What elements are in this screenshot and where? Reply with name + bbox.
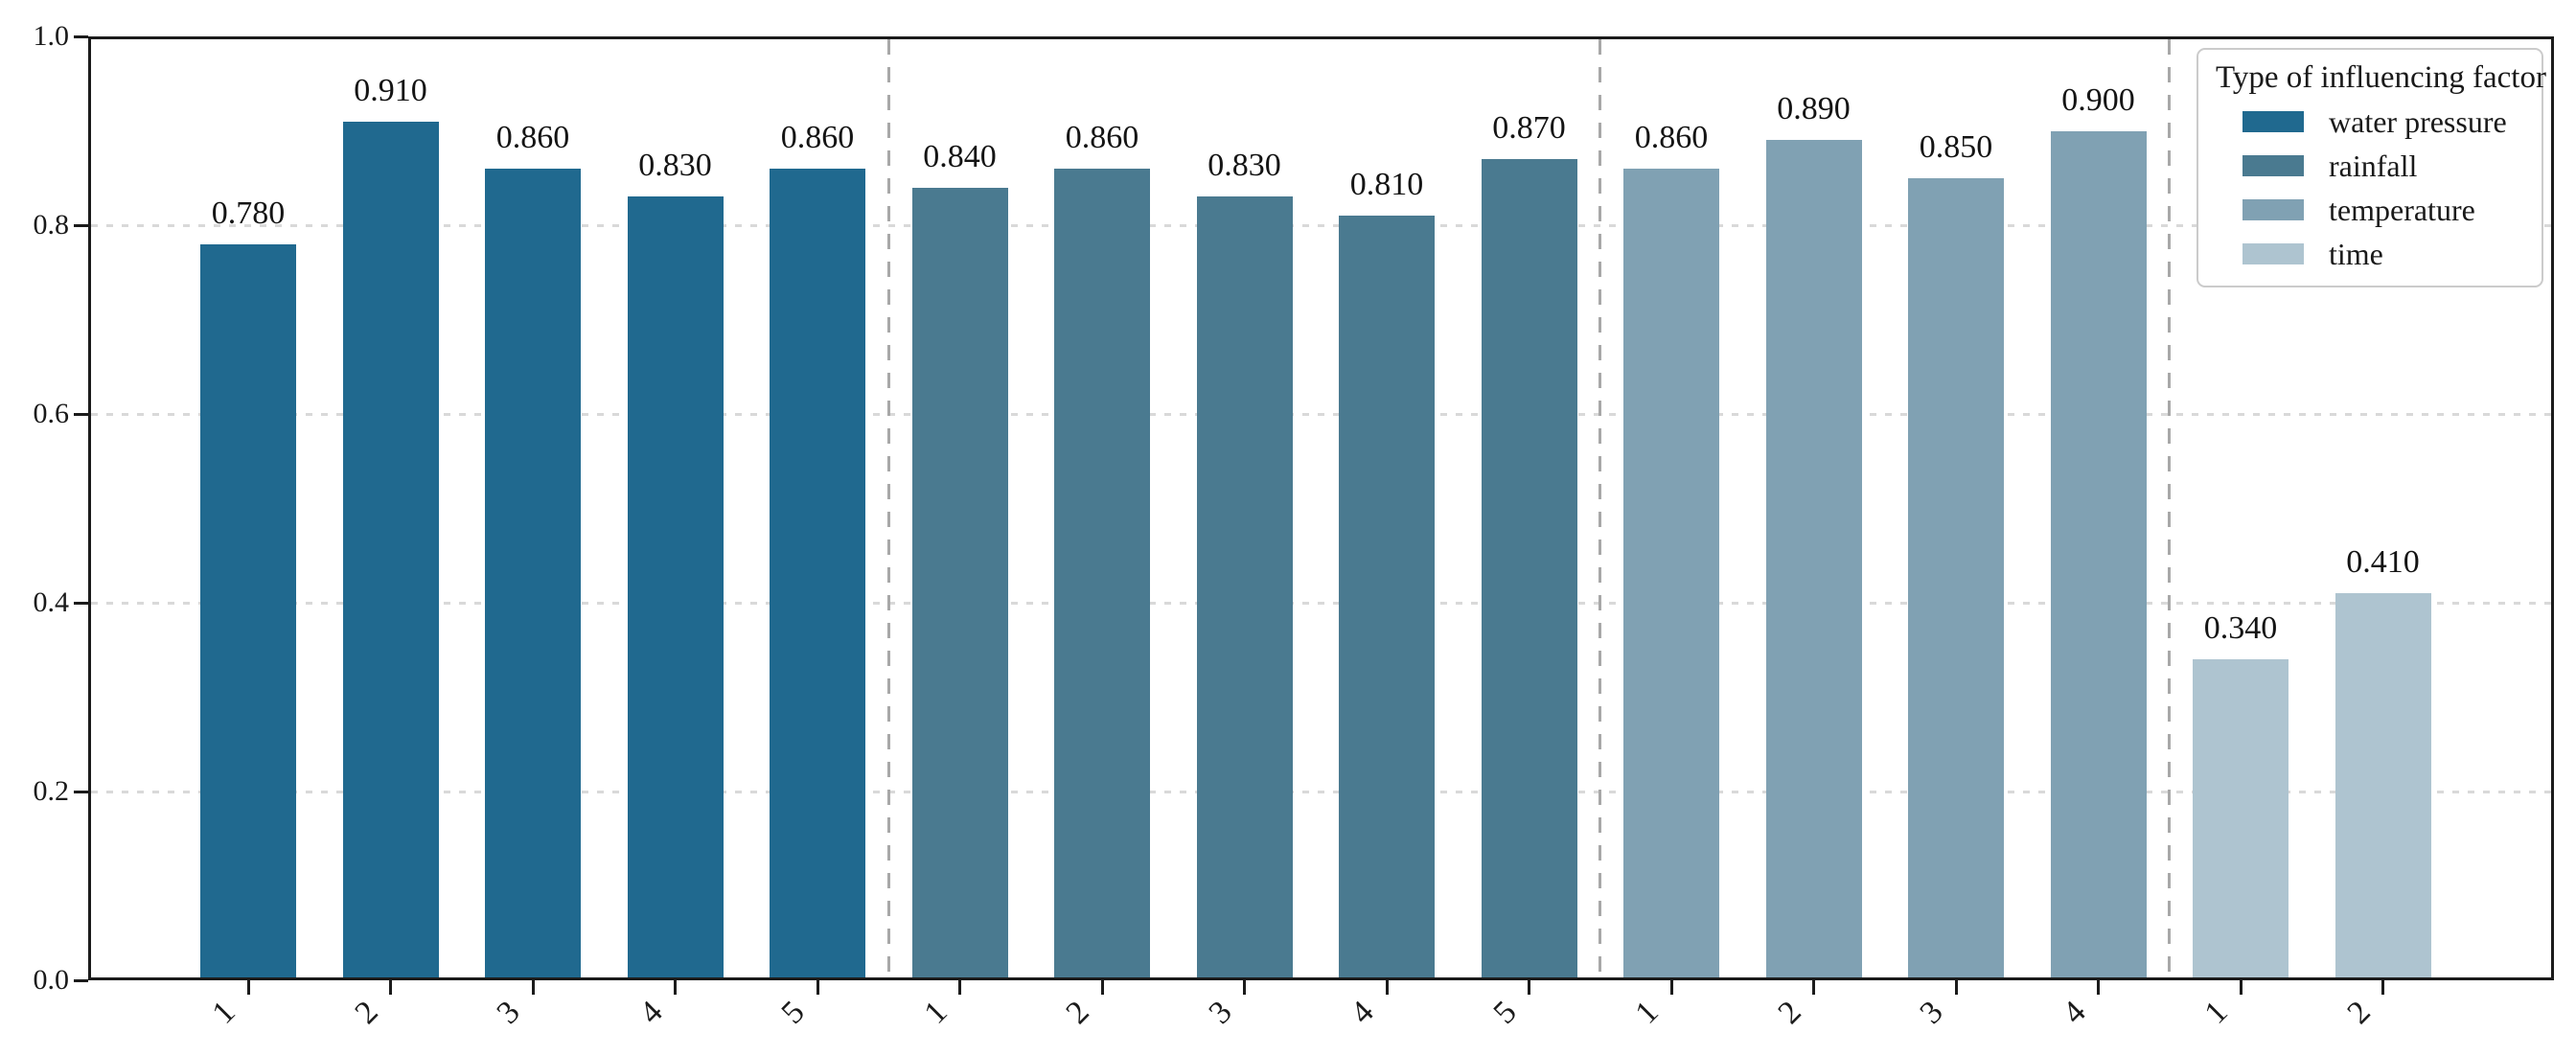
y-tick xyxy=(74,34,88,38)
bar-rainfall-2 xyxy=(1054,168,1150,980)
legend-item-rainfall: rainfall xyxy=(2242,144,2542,188)
x-tick xyxy=(1812,980,1815,995)
legend-item-water-pressure: water pressure xyxy=(2242,100,2542,144)
y-tick xyxy=(74,978,88,982)
bar-value-label: 0.860 xyxy=(495,119,570,155)
bar-value-label: 0.830 xyxy=(1208,148,1281,184)
bar-value-label: 0.900 xyxy=(2061,81,2135,118)
x-tick xyxy=(1669,980,1673,995)
legend-swatch-icon xyxy=(2242,111,2304,132)
x-tick xyxy=(246,980,250,995)
legend-item-temperature: temperature xyxy=(2242,188,2542,232)
x-tick xyxy=(1385,980,1389,995)
group-separator xyxy=(1598,39,1602,977)
bar-value-label: 0.410 xyxy=(2346,544,2420,581)
bar-water-pressure-1 xyxy=(200,243,296,980)
bar-temperature-4 xyxy=(2050,130,2147,980)
gridline xyxy=(91,223,2551,227)
y-tick xyxy=(74,790,88,793)
legend-swatch-icon xyxy=(2242,199,2304,220)
bar-water-pressure-2 xyxy=(342,121,439,980)
bar-rainfall-3 xyxy=(1196,196,1293,980)
group-separator xyxy=(886,39,890,977)
bar-value-label: 0.910 xyxy=(354,72,427,108)
gridline xyxy=(91,601,2551,605)
legend-swatch-icon xyxy=(2242,243,2304,264)
bar-value-label: 0.860 xyxy=(1634,119,1709,155)
x-tick xyxy=(1100,980,1104,995)
bar-water-pressure-5 xyxy=(770,168,865,980)
legend-item-label: time xyxy=(2329,236,2383,271)
legend: Type of influencing factor water pressur… xyxy=(2196,48,2546,287)
bar-temperature-2 xyxy=(1765,140,1862,980)
legend-title: Type of influencing factor xyxy=(2216,60,2546,95)
bar-value-label: 0.340 xyxy=(2203,610,2278,647)
y-tick xyxy=(74,223,88,227)
legend-item-label: rainfall xyxy=(2329,148,2418,183)
legend-item-label: temperature xyxy=(2329,192,2475,227)
legend-item-label: water pressure xyxy=(2329,103,2507,139)
bar-rainfall-5 xyxy=(1481,159,1577,980)
bar-value-label: 0.830 xyxy=(638,148,712,184)
y-tick-label: 0.8 xyxy=(33,209,70,241)
legend-item-time: time xyxy=(2242,232,2542,276)
y-tick-label: 0.0 xyxy=(33,964,70,996)
legend-items: water pressure rainfall temperature time xyxy=(2242,100,2542,276)
x-tick xyxy=(1528,980,1530,995)
bar-value-label: 0.840 xyxy=(923,138,997,174)
x-tick xyxy=(2239,980,2242,995)
bar-value-label: 0.890 xyxy=(1777,91,1851,127)
x-tick xyxy=(1954,980,1958,995)
gridline xyxy=(91,790,2551,793)
y-tick-label: 1.0 xyxy=(33,20,70,52)
bar-value-label: 0.860 xyxy=(1065,119,1139,155)
gridline xyxy=(91,412,2551,416)
bar-temperature-3 xyxy=(1908,177,2004,980)
x-tick xyxy=(674,980,677,995)
bar-water-pressure-3 xyxy=(485,168,581,980)
group-separator xyxy=(2168,39,2172,977)
y-tick-label: 0.4 xyxy=(33,586,70,618)
x-tick xyxy=(2097,980,2100,995)
bar-value-label: 0.870 xyxy=(1492,110,1566,147)
bar-water-pressure-4 xyxy=(627,196,724,980)
x-tick xyxy=(531,980,535,995)
y-tick xyxy=(74,601,88,605)
x-tick xyxy=(816,980,819,995)
bar-value-label: 0.780 xyxy=(211,195,286,231)
bar-time-2 xyxy=(2334,593,2431,980)
bar-value-label: 0.860 xyxy=(780,119,855,155)
x-tick xyxy=(958,980,961,995)
bar-value-label: 0.850 xyxy=(1919,128,1993,165)
bar-value-label: 0.810 xyxy=(1349,167,1424,203)
x-tick xyxy=(1243,980,1246,995)
legend-swatch-icon xyxy=(2242,155,2304,176)
y-tick-label: 0.6 xyxy=(33,398,70,429)
x-tick xyxy=(389,980,392,995)
x-tick xyxy=(2381,980,2384,995)
y-tick-label: 0.2 xyxy=(33,775,70,807)
bar-rainfall-1 xyxy=(911,187,1008,980)
bar-temperature-1 xyxy=(1623,168,1719,980)
y-tick xyxy=(74,412,88,416)
bar-time-1 xyxy=(2193,659,2288,980)
bar-rainfall-4 xyxy=(1339,216,1435,980)
